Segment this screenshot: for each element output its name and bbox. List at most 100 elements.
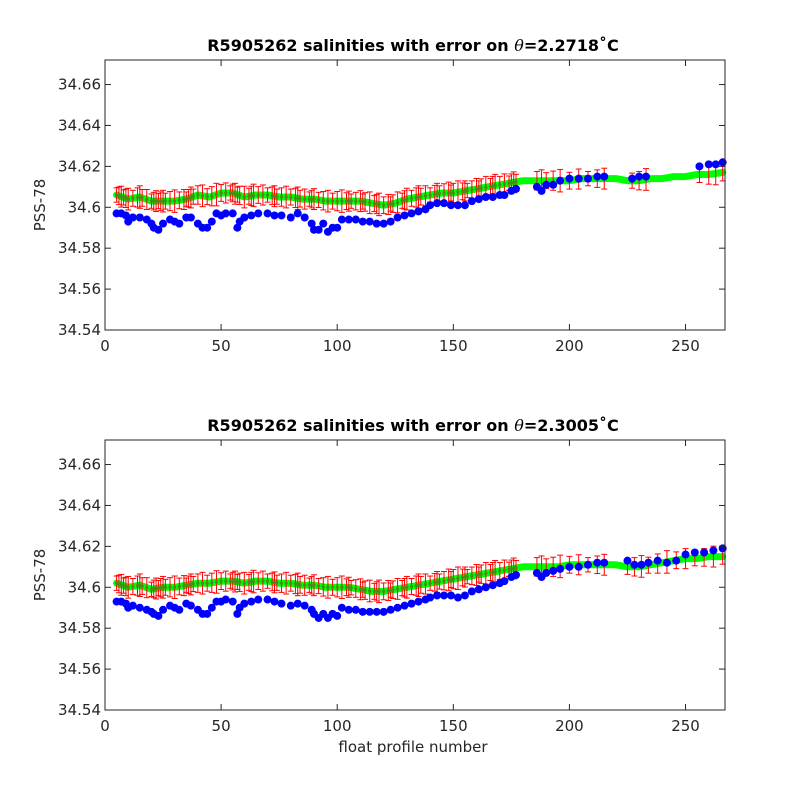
y-tick-label: 34.62 xyxy=(58,157,101,175)
float-salinity-point xyxy=(549,180,558,189)
float-salinity-point xyxy=(440,591,449,600)
mapped-point xyxy=(484,185,488,189)
x-tick-label: 100 xyxy=(323,337,352,355)
mapped-point xyxy=(423,194,428,198)
float-salinity-point xyxy=(426,593,435,602)
float-salinity-point xyxy=(556,564,565,573)
float-salinity-point xyxy=(467,587,476,596)
mapped-point xyxy=(391,588,395,592)
mapped-point xyxy=(242,581,246,585)
float-salinity-point xyxy=(254,595,263,604)
mapped-point xyxy=(279,195,284,199)
x-tick-label: 150 xyxy=(439,717,468,735)
mapped-point xyxy=(284,581,288,585)
float-salinity-point xyxy=(628,174,637,183)
float-salinity-point xyxy=(512,184,521,193)
float-salinity-point xyxy=(379,607,388,616)
float-salinity-point xyxy=(300,601,309,610)
mapped-point xyxy=(168,585,172,589)
float-salinity-point xyxy=(407,599,416,608)
mapped-point xyxy=(321,585,325,589)
mapped-point xyxy=(493,570,497,574)
mapped-point xyxy=(493,183,497,188)
float-salinity-point xyxy=(583,560,592,569)
float-salinity-point xyxy=(474,195,483,204)
mapped-point xyxy=(377,589,381,593)
mapped-point xyxy=(173,199,177,203)
mapped-point xyxy=(382,203,386,207)
float-salinity-point xyxy=(537,186,546,195)
mapped-point xyxy=(442,191,446,195)
float-salinity-point xyxy=(426,201,435,210)
float-salinity-point xyxy=(240,213,249,222)
mapped-point xyxy=(168,199,172,203)
top-panel-axes-box xyxy=(104,59,726,331)
mapped-point xyxy=(363,200,367,204)
x-tick-label: 0 xyxy=(100,717,110,735)
mapped-point xyxy=(126,585,130,589)
float-salinity-point xyxy=(337,603,346,612)
float-salinity-point xyxy=(446,591,455,600)
mapped-point xyxy=(502,182,507,186)
mapped-point xyxy=(344,585,349,589)
float-salinity-point xyxy=(453,593,462,602)
top-panel-ylabel: PSS-78 xyxy=(31,179,49,232)
mapped-point xyxy=(310,197,314,201)
top-panel-ticks: 0 50 100 150 200 250 34.54 34.56 34.58 34.6 34.62 3… xyxy=(58,60,725,355)
float-salinity-point xyxy=(121,211,130,220)
mapped-point xyxy=(191,195,195,199)
x-tick-label: 100 xyxy=(323,717,352,735)
mapped-point xyxy=(289,195,293,199)
mapped-point xyxy=(470,574,474,578)
y-tick-label: 34.56 xyxy=(58,280,101,298)
float-salinity-point xyxy=(593,558,602,567)
mapped-point xyxy=(312,583,316,587)
float-salinity-point xyxy=(488,193,497,202)
float-salinity-point xyxy=(254,209,263,218)
y-tick-label: 34.6 xyxy=(68,578,101,596)
mapped-point xyxy=(449,191,453,195)
float-salinity-point xyxy=(314,225,323,234)
float-salinity-point xyxy=(386,605,395,614)
x-tick-label: 200 xyxy=(555,717,584,735)
mapped-point xyxy=(161,199,165,203)
mapped-point xyxy=(284,195,288,199)
y-tick-label: 34.64 xyxy=(58,496,101,514)
mapped-point xyxy=(261,193,265,197)
float-salinity-point xyxy=(307,219,316,228)
float-salinity-point xyxy=(228,209,237,218)
float-salinity-point xyxy=(286,213,295,222)
mapped-point xyxy=(340,199,344,203)
float-salinity-point xyxy=(474,585,483,594)
mapped-point xyxy=(275,581,279,585)
mapped-point xyxy=(451,191,455,195)
float-salinity-point xyxy=(207,603,216,612)
float-salinity-point xyxy=(358,607,367,616)
float-salinity-point xyxy=(207,217,216,226)
mapped-point xyxy=(514,566,518,570)
float-salinity-point xyxy=(393,603,402,612)
y-tick-label: 34.54 xyxy=(58,321,101,339)
mapped-point xyxy=(145,586,149,590)
mapped-point xyxy=(145,197,149,202)
float-salinity-point xyxy=(228,597,237,606)
float-salinity-point xyxy=(159,605,168,614)
mapped-point xyxy=(265,193,270,197)
mapped-point xyxy=(340,585,344,589)
mapped-point xyxy=(354,199,358,203)
float-salinity-point xyxy=(277,211,286,220)
x-axis-label: float profile number xyxy=(338,738,488,756)
x-tick-label: 150 xyxy=(439,337,468,355)
float-salinity-point xyxy=(351,215,360,224)
y-tick-label: 34.62 xyxy=(58,537,101,555)
float-salinity-point xyxy=(358,217,367,226)
top-title-theta: θ xyxy=(514,36,524,55)
top-panel: R5905262 salinities with error on θ=2.27… xyxy=(31,36,727,355)
float-salinity-point xyxy=(433,591,442,600)
mapped-point xyxy=(303,583,307,587)
mapped-point xyxy=(210,194,214,198)
float-salinity-point xyxy=(365,217,374,226)
float-salinity-point xyxy=(700,548,709,557)
mapped-point xyxy=(298,583,302,587)
